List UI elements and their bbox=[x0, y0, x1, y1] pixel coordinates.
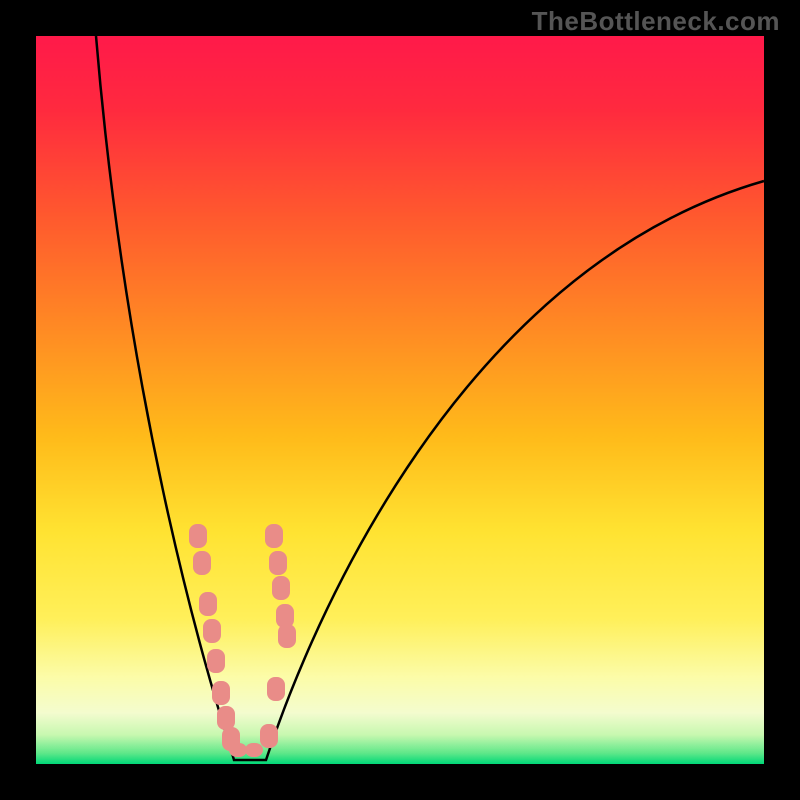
data-marker bbox=[217, 706, 235, 730]
data-marker bbox=[265, 524, 283, 548]
data-marker bbox=[207, 649, 225, 673]
data-marker bbox=[245, 743, 263, 757]
data-marker bbox=[269, 551, 287, 575]
data-marker bbox=[272, 576, 290, 600]
data-marker bbox=[260, 724, 278, 748]
chart-container: TheBottleneck.com bbox=[0, 0, 800, 800]
data-marker bbox=[199, 592, 217, 616]
data-marker bbox=[267, 677, 285, 701]
curve-overlay bbox=[36, 36, 764, 764]
data-marker bbox=[193, 551, 211, 575]
data-marker bbox=[278, 624, 296, 648]
v-curve bbox=[96, 36, 764, 760]
data-marker bbox=[212, 681, 230, 705]
plot-area bbox=[36, 36, 764, 764]
data-marker bbox=[189, 524, 207, 548]
watermark-text: TheBottleneck.com bbox=[532, 6, 780, 37]
data-marker bbox=[229, 743, 247, 757]
data-marker bbox=[203, 619, 221, 643]
